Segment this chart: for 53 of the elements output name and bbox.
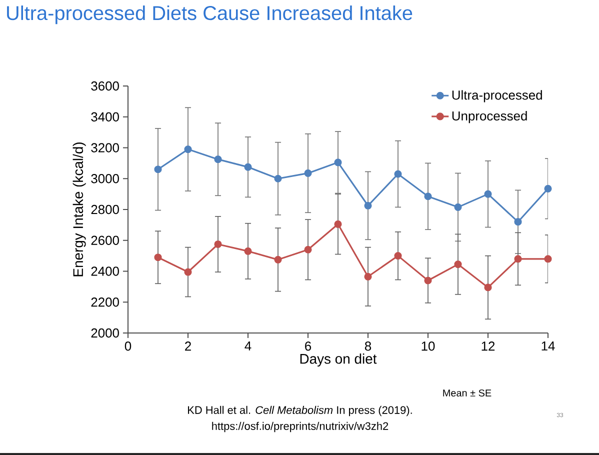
- x-axis-title: Days on diet: [300, 354, 377, 367]
- point: [184, 146, 192, 154]
- y-tick-label: 2000: [91, 328, 119, 338]
- point: [334, 220, 342, 228]
- x-tick-label: 6: [305, 342, 312, 351]
- y-tick-label: 2800: [91, 204, 119, 214]
- x-tick-label: 4: [244, 342, 252, 350]
- point: [274, 256, 282, 264]
- text: Mean ± SE: [443, 389, 492, 397]
- point: [334, 158, 342, 166]
- text: https://osf.io/preprints/nutrixiv/w3zh2: [212, 422, 388, 432]
- point: [244, 247, 252, 255]
- x-tick-label: 10: [422, 342, 435, 351]
- point: [394, 252, 402, 260]
- point: [394, 170, 402, 178]
- point: [304, 169, 312, 178]
- y-tick-label: 2200: [91, 298, 119, 307]
- y-tick-label: 2400: [91, 266, 119, 276]
- point: [214, 156, 222, 164]
- y-tick-label: 2600: [91, 236, 119, 245]
- y-tick-label: 3000: [91, 174, 119, 184]
- point: [544, 184, 552, 192]
- y-tick-label: 3200: [91, 143, 119, 152]
- chart-title: Ultra-processed Diets Cause Increased Intake: [7, 6, 412, 24]
- y-axis-title: Energy Intake (kcal/d): [72, 142, 86, 276]
- x-tick-label: 12: [482, 342, 495, 351]
- point: [154, 254, 162, 262]
- point: [454, 260, 462, 268]
- legend-label: Unprocessed: [452, 111, 527, 124]
- point: [304, 246, 312, 254]
- point: [454, 203, 462, 211]
- text: KD Hall et al. Cell Metabolism In press (2019).: [188, 406, 412, 416]
- point: [424, 276, 432, 284]
- point: [484, 284, 492, 292]
- y-tick-label: 3600: [91, 81, 119, 91]
- point: [244, 163, 252, 171]
- point: [184, 268, 192, 276]
- point: [364, 272, 372, 280]
- point: [424, 192, 432, 200]
- x-tick-label: 2: [185, 342, 191, 351]
- point: [514, 255, 522, 263]
- x-tick-label: 0: [124, 342, 132, 351]
- point: [514, 218, 522, 226]
- point: [214, 240, 222, 248]
- x-tick-label: 8: [364, 342, 372, 351]
- point: [484, 190, 492, 198]
- point: [154, 166, 162, 174]
- point: [544, 255, 552, 263]
- x-tick-label: 14: [542, 342, 555, 350]
- point: [364, 202, 372, 210]
- y-tick-label: 3400: [91, 112, 119, 122]
- legend-label: Ultra-processed: [452, 90, 542, 102]
- point: [274, 174, 282, 182]
